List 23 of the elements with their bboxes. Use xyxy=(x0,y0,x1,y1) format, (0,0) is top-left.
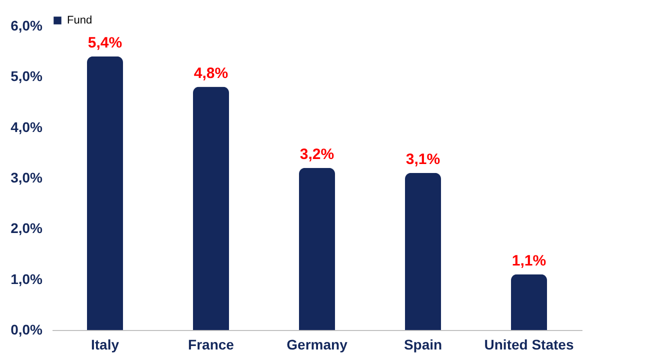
bar xyxy=(193,86,229,330)
bar xyxy=(405,172,441,330)
bar xyxy=(511,274,547,330)
y-tick-label: 6,0% xyxy=(10,18,44,34)
x-tick-label: Italy xyxy=(90,336,120,352)
data-label: 4,8% xyxy=(194,64,228,82)
x-tick-label: United States xyxy=(484,336,574,352)
data-label: 5,4% xyxy=(88,34,122,52)
y-tick-label: 3,0% xyxy=(10,170,44,186)
y-tick-label: 4,0% xyxy=(10,118,44,135)
y-tick-label: 0,0% xyxy=(10,322,44,338)
bar xyxy=(87,56,123,330)
bar xyxy=(299,168,335,330)
y-tick-label: 5,0% xyxy=(10,68,44,84)
y-tick-label: 2,0% xyxy=(10,220,44,236)
x-tick-label: Germany xyxy=(286,336,348,352)
y-tick-label: 1,0% xyxy=(10,270,44,287)
x-tick-label: Spain xyxy=(404,336,442,352)
x-tick-label: France xyxy=(188,336,234,352)
legend-label: Fund xyxy=(67,14,92,26)
data-label: 3,2% xyxy=(300,146,334,163)
data-label: 3,1% xyxy=(406,150,440,168)
data-label: 1,1% xyxy=(512,252,546,270)
